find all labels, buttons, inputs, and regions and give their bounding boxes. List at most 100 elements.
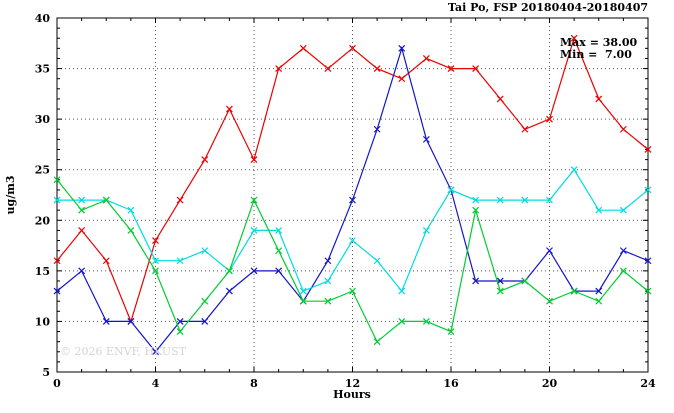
y-tick-label: 25 — [35, 164, 50, 177]
data-point-marker — [496, 95, 504, 103]
data-point-marker — [275, 267, 283, 275]
data-point-marker — [570, 34, 578, 42]
data-point-marker — [595, 206, 603, 214]
data-point-marker — [127, 226, 135, 234]
x-tick-label: 16 — [443, 377, 459, 390]
data-point-marker — [373, 257, 381, 265]
data-point-marker — [299, 287, 307, 295]
data-point-marker — [53, 287, 61, 295]
watermark: © 2026 ENVF, HKUST — [60, 345, 187, 358]
data-point-marker — [324, 257, 332, 265]
y-tick-label: 5 — [42, 366, 50, 379]
data-point-marker — [619, 247, 627, 255]
axes: 0 4 8 12 16 20 24 5 10 15 20 25 30 35 40 — [35, 12, 656, 390]
data-point-marker — [225, 267, 233, 275]
data-point-marker — [176, 196, 184, 204]
data-point-marker — [373, 65, 381, 72]
data-point-marker — [152, 348, 159, 356]
data-point-marker — [398, 287, 406, 295]
series-cyan — [53, 166, 652, 295]
data-point-marker — [176, 257, 184, 265]
data-point-marker — [521, 196, 529, 204]
data-point-marker — [373, 125, 381, 133]
y-axis-label: ug/m3 — [4, 176, 17, 215]
data-point-marker — [447, 328, 455, 335]
data-point-marker — [472, 196, 480, 204]
data-point-marker — [349, 196, 356, 204]
data-point-marker — [472, 277, 480, 285]
data-point-marker — [546, 297, 553, 305]
data-point-marker — [225, 287, 233, 295]
data-point-marker — [398, 44, 406, 52]
data-point-marker — [250, 267, 258, 275]
data-point-marker — [152, 257, 159, 265]
data-point-marker — [102, 318, 110, 325]
data-point-marker — [447, 65, 455, 72]
data-point-marker — [102, 257, 110, 265]
data-point-marker — [299, 297, 307, 305]
grid-lines — [57, 18, 648, 372]
data-point-marker — [201, 247, 209, 255]
data-point-marker — [78, 267, 86, 275]
data-point-marker — [521, 277, 529, 285]
data-point-marker — [644, 287, 652, 295]
data-point-marker — [422, 55, 430, 62]
data-point-marker — [349, 287, 356, 295]
data-point-marker — [250, 196, 258, 204]
data-point-marker — [546, 196, 553, 204]
data-point-marker — [422, 318, 430, 325]
data-point-marker — [472, 206, 480, 214]
y-tick-label: 15 — [35, 265, 50, 278]
data-point-marker — [619, 206, 627, 214]
max-annotation: Max = 38.00 — [560, 36, 638, 49]
data-point-marker — [299, 44, 307, 52]
data-point-marker — [201, 318, 209, 325]
data-point-marker — [644, 186, 652, 194]
x-tick-label: 8 — [250, 377, 258, 390]
data-point-marker — [176, 328, 184, 335]
data-point-marker — [324, 297, 332, 305]
data-point-marker — [225, 105, 233, 113]
x-axis-label: Hours — [333, 388, 371, 401]
x-tick-label: 20 — [542, 377, 558, 390]
data-point-marker — [398, 318, 406, 325]
y-tick-label: 35 — [35, 63, 50, 76]
data-point-marker — [595, 95, 603, 103]
data-point-marker — [152, 237, 159, 244]
data-point-marker — [570, 166, 578, 174]
data-point-marker — [250, 156, 258, 164]
x-tick-label: 4 — [152, 377, 160, 390]
data-point-marker — [53, 257, 61, 265]
data-point-marker — [496, 287, 504, 295]
data-point-marker — [496, 196, 504, 204]
data-point-marker — [595, 287, 603, 295]
data-point-marker — [546, 115, 553, 123]
data-point-marker — [201, 156, 209, 164]
chart-title: Tai Po, FSP 20180404-20180407 — [448, 1, 648, 14]
data-point-marker — [644, 257, 652, 265]
data-point-marker — [127, 206, 135, 214]
data-point-marker — [176, 318, 184, 325]
data-point-marker — [422, 226, 430, 234]
data-point-marker — [447, 186, 455, 194]
data-point-marker — [275, 65, 283, 72]
data-point-marker — [78, 226, 86, 234]
series-red — [53, 34, 652, 325]
data-point-marker — [373, 338, 381, 346]
data-point-marker — [127, 318, 135, 325]
series-green — [53, 176, 652, 346]
data-point-marker — [102, 196, 110, 204]
data-point-marker — [275, 226, 283, 234]
data-point-marker — [324, 277, 332, 285]
data-point-marker — [53, 176, 61, 184]
data-point-marker — [422, 135, 430, 143]
data-point-marker — [595, 297, 603, 305]
data-point-marker — [521, 125, 529, 133]
y-tick-label: 40 — [35, 12, 51, 25]
data-point-marker — [619, 267, 627, 275]
data-point-marker — [619, 125, 627, 133]
data-point-marker — [78, 206, 86, 214]
y-tick-label: 10 — [35, 315, 51, 328]
